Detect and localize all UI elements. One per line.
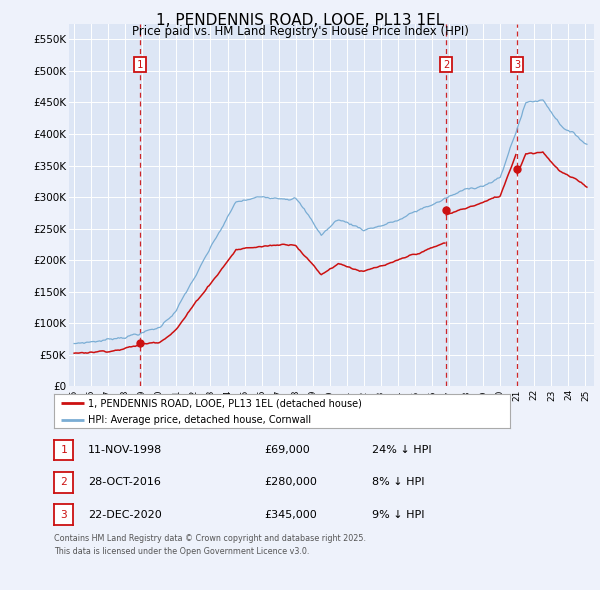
Text: £280,000: £280,000 [264, 477, 317, 487]
Text: 28-OCT-2016: 28-OCT-2016 [88, 477, 161, 487]
Text: Contains HM Land Registry data © Crown copyright and database right 2025.: Contains HM Land Registry data © Crown c… [54, 534, 366, 543]
Text: 22-DEC-2020: 22-DEC-2020 [88, 510, 162, 520]
Text: HPI: Average price, detached house, Cornwall: HPI: Average price, detached house, Corn… [88, 415, 311, 425]
Text: 9% ↓ HPI: 9% ↓ HPI [372, 510, 425, 520]
Text: 3: 3 [514, 60, 520, 70]
Text: 2: 2 [60, 477, 67, 487]
Text: This data is licensed under the Open Government Licence v3.0.: This data is licensed under the Open Gov… [54, 547, 310, 556]
Text: Price paid vs. HM Land Registry's House Price Index (HPI): Price paid vs. HM Land Registry's House … [131, 25, 469, 38]
Text: 1, PENDENNIS ROAD, LOOE, PL13 1EL (detached house): 1, PENDENNIS ROAD, LOOE, PL13 1EL (detac… [88, 398, 362, 408]
Text: 2: 2 [443, 60, 449, 70]
Text: 1: 1 [60, 445, 67, 455]
Text: 1: 1 [137, 60, 143, 70]
Text: £345,000: £345,000 [264, 510, 317, 520]
Text: 3: 3 [60, 510, 67, 520]
Text: £69,000: £69,000 [264, 445, 310, 455]
Text: 24% ↓ HPI: 24% ↓ HPI [372, 445, 431, 455]
Text: 8% ↓ HPI: 8% ↓ HPI [372, 477, 425, 487]
Text: 1, PENDENNIS ROAD, LOOE, PL13 1EL: 1, PENDENNIS ROAD, LOOE, PL13 1EL [156, 13, 444, 28]
Text: 11-NOV-1998: 11-NOV-1998 [88, 445, 163, 455]
